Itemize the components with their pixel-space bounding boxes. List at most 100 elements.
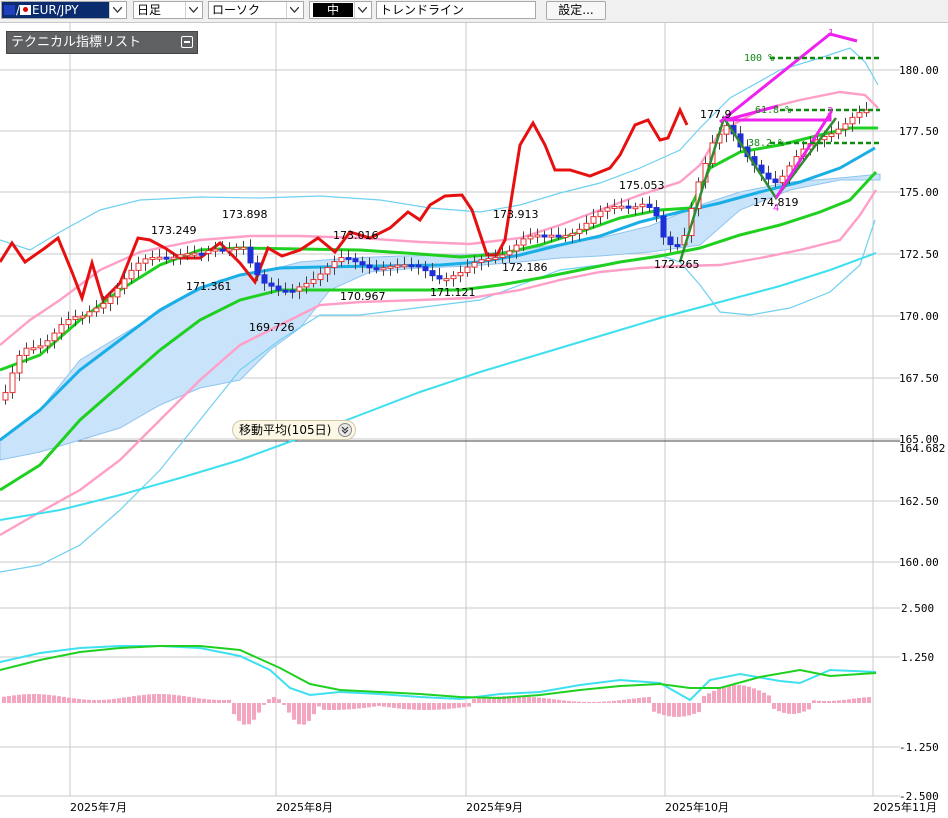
hl-label: 172.186 (502, 261, 548, 274)
histogram-bar (382, 703, 386, 707)
histogram-bar (17, 694, 21, 703)
histogram-bar (667, 703, 671, 717)
date-tick: 2025年7月 (70, 800, 127, 814)
histogram-bar (347, 703, 351, 710)
price-tick: 162.50 (899, 495, 939, 508)
histogram-bar (152, 694, 156, 703)
histogram-bar (27, 694, 31, 703)
candle-body (303, 282, 310, 288)
histogram-bar (842, 699, 846, 703)
chevron-down-icon[interactable] (185, 2, 202, 18)
candle-body (324, 266, 331, 275)
histogram-bar (262, 703, 266, 705)
histogram-bar (862, 697, 866, 703)
candle-body (639, 203, 646, 208)
candle-body (597, 210, 604, 218)
histogram-bar (827, 700, 831, 703)
candle-body (226, 248, 233, 252)
hl-label: 171.361 (186, 280, 232, 293)
histogram-bar (87, 699, 91, 703)
histogram-bar (627, 699, 631, 703)
histogram-bar (657, 703, 661, 714)
histogram-bar (287, 703, 291, 713)
histogram-bar (732, 685, 736, 703)
histogram-bar (232, 703, 236, 715)
candle-body (373, 267, 380, 271)
histogram-bar (112, 698, 116, 703)
histogram-bar (802, 703, 806, 712)
histogram-bar (417, 703, 421, 710)
minimize-icon[interactable] (181, 36, 193, 48)
histogram-bar (187, 696, 191, 703)
histogram-bar (202, 698, 206, 703)
ma-105-line (0, 252, 877, 521)
candle-body (275, 285, 282, 291)
candle-body (142, 258, 149, 264)
histogram-bar (377, 703, 381, 707)
histogram-bar (102, 699, 106, 703)
histogram-bar (342, 703, 346, 710)
timeframe-select[interactable]: 日足 (133, 1, 203, 19)
settings-button[interactable]: 設定... (546, 1, 606, 20)
histogram-bar (487, 697, 491, 703)
histogram-bar (482, 697, 486, 703)
histogram-bar (52, 695, 56, 703)
histogram-bar (787, 703, 791, 714)
ichimoku-cloud (0, 173, 881, 461)
histogram-bar (677, 703, 681, 717)
histogram-bar (122, 697, 126, 703)
histogram-bar (327, 703, 331, 710)
histogram-bar (792, 703, 796, 714)
histogram-bar (337, 703, 341, 710)
moving-average-label[interactable]: 移動平均(105日) (232, 420, 357, 440)
candle-body (506, 250, 513, 256)
histogram-bar (597, 701, 601, 703)
price-chart[interactable]: 100 % 61.8 % 38.2 % 1 3 4 173.249 173.89… (0, 22, 948, 818)
histogram-bar (477, 698, 481, 703)
price-tick: 167.50 (899, 372, 939, 385)
histogram-bar (752, 688, 756, 703)
candle-body (653, 207, 660, 217)
histogram-bar (502, 696, 506, 703)
jp-flag-icon (20, 5, 32, 15)
candle-body (37, 345, 44, 349)
histogram-bar (352, 703, 356, 709)
histogram-bar (797, 703, 801, 714)
histogram-bar (212, 699, 216, 703)
candle-body (205, 250, 212, 254)
drawing-tool-field[interactable]: トレンドライン (376, 1, 536, 19)
candle-body (352, 258, 359, 263)
histogram-bar (197, 698, 201, 703)
histogram-bar (227, 699, 231, 703)
histogram-bar (812, 700, 816, 703)
histogram-bar (357, 703, 361, 709)
indicator-list-panel[interactable]: テクニカル指標リスト (6, 31, 198, 54)
histogram-bar (697, 703, 701, 713)
chart-type-select[interactable]: ローソク (208, 1, 304, 19)
candle-body (667, 236, 674, 246)
histogram-bar (422, 703, 426, 710)
histogram-bar (157, 694, 161, 703)
currency-pair-select[interactable]: / EUR/JPY (1, 1, 127, 19)
candle-body (618, 205, 625, 209)
histogram-bar (367, 703, 371, 708)
histogram-bar (662, 703, 666, 716)
candle-body (576, 228, 583, 234)
histogram-bar (402, 703, 406, 709)
chevron-down-icon[interactable] (109, 2, 126, 18)
hl-label: 169.726 (249, 321, 295, 334)
chevron-down-icon[interactable] (286, 2, 303, 18)
histogram-bar (607, 701, 611, 703)
candle-body (835, 128, 842, 135)
expand-chevron-icon[interactable] (338, 423, 353, 437)
candle-body (520, 238, 527, 246)
histogram-bar (692, 703, 696, 714)
candle-body (359, 261, 366, 266)
candle-body (30, 347, 37, 351)
histogram-bar (257, 703, 261, 713)
date-axis: 2025年7月 2025年8月 2025年9月 2025年10月 2025年11… (70, 800, 937, 814)
histogram-bar (462, 703, 466, 708)
chevron-down-icon[interactable] (354, 2, 371, 18)
candle-body (16, 354, 23, 374)
line-width-select[interactable]: 中 (309, 1, 372, 19)
